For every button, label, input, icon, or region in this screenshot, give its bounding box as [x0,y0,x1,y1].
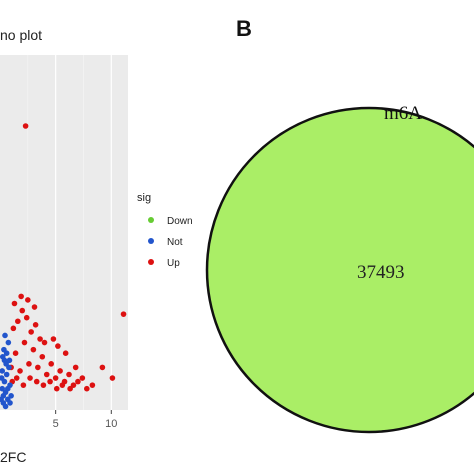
point-up [55,343,61,349]
venn-set-label: m6A [384,103,422,124]
point-up [19,307,26,314]
point-up [33,378,40,385]
point-not [8,393,14,399]
point-up [75,378,81,385]
legend-label-down: Down [167,216,193,227]
point-not [0,353,6,360]
point-not [1,346,7,353]
point-not [2,332,8,339]
x-tick-label: 10 [105,418,117,430]
point-up [32,322,39,328]
point-up [52,375,59,381]
legend-entries: Down Not Up [148,216,193,269]
point-not [2,403,9,410]
point-not [0,368,6,374]
point-not [7,400,13,406]
point-up [50,336,57,342]
point-up [79,375,86,381]
point-not [0,375,5,381]
legend-key-not [148,238,154,244]
point-up [11,300,18,307]
point-up [40,382,47,388]
point-up [57,368,63,374]
legend-title: sig [137,192,151,204]
point-up [47,378,53,385]
point-up [26,361,32,367]
point-up [70,382,77,388]
point-up [31,304,38,310]
point-up [10,325,17,332]
legend-key-down [148,217,154,223]
volcano-plot-area [0,55,128,410]
point-up [18,293,24,300]
point-up [35,364,41,371]
point-up [109,375,116,381]
point-not [7,382,13,388]
point-up [99,364,106,371]
point-up [53,385,60,392]
point-up [66,371,72,378]
point-not [3,371,10,378]
point-not [0,385,6,392]
point-up [27,375,33,381]
point-up [39,353,46,360]
x-tick-label: 5 [53,418,59,430]
point-up [72,364,79,371]
point-not [6,357,13,364]
point-not [3,361,9,367]
volcano-plot-title: no plot [0,27,42,43]
point-up [67,385,73,392]
point-up [28,329,34,335]
point-up [23,314,30,321]
point-up [22,123,29,129]
point-up [59,382,66,388]
point-up [20,382,27,388]
point-up [120,311,127,317]
point-up [12,350,19,357]
venn-circle-m6a [205,106,474,434]
point-not [5,339,12,346]
volcano-plot-x-ticks: 5 10 [53,410,117,430]
point-up [15,318,21,325]
point-up [43,371,50,378]
volcano-plot-legend: sig Down Not Up [137,192,193,269]
legend-label-not: Not [167,237,183,248]
venn-set-value: 37493 [357,262,405,283]
point-up [84,385,90,392]
volcano-plot-gridlines [27,55,112,410]
point-up [13,375,20,381]
venn-panel: B m6A 37493 [205,16,474,434]
point-up [17,368,23,374]
volcano-plot-points [0,123,127,410]
point-up [37,336,43,342]
point-up [62,350,69,357]
panel-b-letter: B [236,16,252,41]
legend-label-up: Up [167,258,180,269]
point-up [48,361,54,367]
point-up [25,297,31,303]
volcano-plot-x-axis-label: 2FC [0,449,26,465]
point-up [89,382,96,388]
point-up [21,339,28,346]
point-up [41,339,48,346]
volcano-plot-panel: no plot 5 10 2FC sig Down Not Up [0,27,193,465]
point-up [30,346,37,353]
legend-key-up [148,259,154,265]
